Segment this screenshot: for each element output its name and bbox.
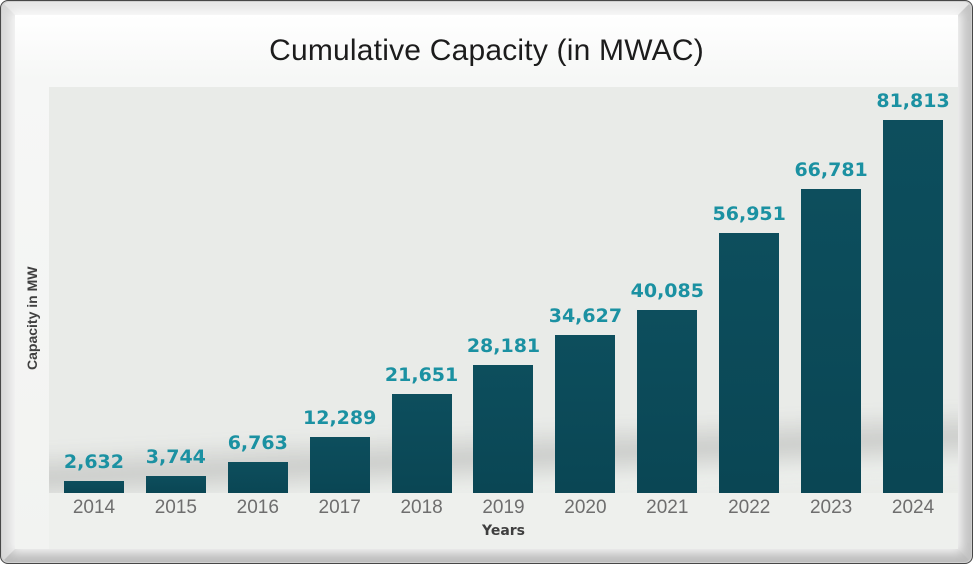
bar-value-label: 66,781 — [794, 159, 868, 182]
bar-value-label: 12,289 — [303, 407, 377, 430]
bar-column-2017: 12,289 — [299, 87, 381, 494]
bar-value-label: 34,627 — [548, 305, 623, 328]
bar-value-label: 28,181 — [466, 335, 541, 358]
bar-value-label: 21,651 — [384, 364, 459, 387]
bar-2016 — [227, 462, 288, 494]
bar-2019 — [473, 365, 534, 494]
x-tick-label-2014: 2014 — [72, 497, 116, 519]
bar-2021 — [637, 310, 698, 494]
chart-title: Cumulative Capacity (in MWAC) — [269, 34, 704, 67]
x-tick-label-2018: 2018 — [400, 497, 443, 519]
bar-column-2019: 28,181 — [463, 87, 545, 494]
bar-value-label: 6,763 — [227, 432, 288, 455]
bar-2018 — [391, 394, 452, 494]
x-tick-label-2024: 2024 — [891, 497, 935, 519]
chart-body: Capacity in MW 2,632 3,744 6,763 12,289 21,6… — [15, 87, 958, 549]
x-tick-label-2020: 2020 — [564, 497, 607, 519]
bar-value-label: 2,632 — [63, 451, 124, 474]
bar-column-2014: 2,632 — [53, 87, 135, 494]
bar-value-label: 40,085 — [630, 280, 704, 303]
bar-column-2024: 81,813 — [872, 87, 954, 494]
bar-value-label: 56,951 — [712, 203, 786, 226]
bar-2024 — [883, 120, 944, 494]
bar-2020 — [555, 335, 616, 494]
x-tick-label-2021: 2021 — [646, 497, 689, 519]
chart-area: 2,632 3,744 6,763 12,289 21,651 28,181 34,627 4… — [49, 87, 958, 549]
x-tick-label-2022: 2022 — [728, 497, 771, 519]
bar-value-label: 3,744 — [145, 446, 206, 469]
bar-2023 — [801, 189, 862, 494]
bar-column-2016: 6,763 — [217, 87, 299, 494]
x-tick-label-2023: 2023 — [809, 497, 853, 519]
x-tick-label-2019: 2019 — [482, 497, 525, 519]
bar-value-label: 81,813 — [876, 90, 950, 113]
x-tick-label-2017: 2017 — [318, 497, 361, 519]
bar-2022 — [719, 233, 780, 494]
plot-area: 2,632 3,744 6,763 12,289 21,651 28,181 34,627 4… — [49, 87, 958, 494]
x-tick-label-2016: 2016 — [236, 497, 279, 519]
bar-column-2023: 66,781 — [790, 87, 872, 494]
bar-2017 — [309, 437, 370, 494]
bar-2014 — [63, 481, 124, 494]
x-axis-title: Years — [49, 523, 958, 549]
bar-column-2022: 56,951 — [708, 87, 790, 494]
bar-column-2020: 34,627 — [544, 87, 626, 494]
x-axis-labels: 2014 2015 2016 2017 2018 2019 2020 2021 2022 2023… — [49, 493, 958, 524]
bar-column-2018: 21,651 — [381, 87, 463, 494]
bar-2015 — [145, 476, 206, 494]
bar-column-2021: 40,085 — [626, 87, 708, 494]
bar-column-2015: 3,744 — [135, 87, 217, 494]
x-tick-label-2015: 2015 — [154, 497, 197, 519]
chart-content: Cumulative Capacity (in MWAC) Capacity i… — [15, 15, 958, 549]
y-axis-title: Capacity in MW — [24, 266, 40, 370]
